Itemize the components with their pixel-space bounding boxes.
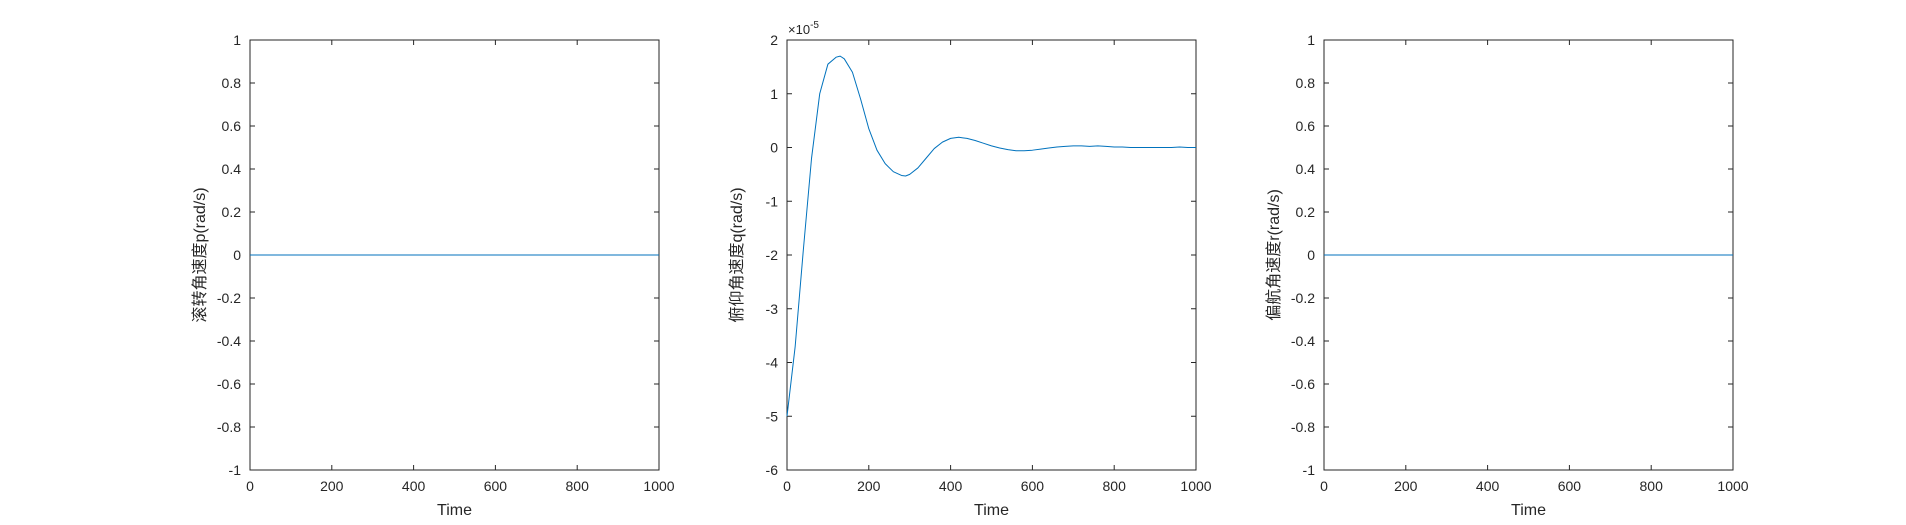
y-tick-label: 0.8 (222, 75, 242, 91)
y-tick-label: -0.8 (217, 419, 241, 435)
x-tick-label: 200 (320, 478, 344, 494)
y-tick-label: -0.4 (217, 333, 241, 349)
x-tick-label: 800 (566, 478, 590, 494)
y-tick-label: -6 (766, 462, 779, 478)
y-axis-label: 俯仰角速度q(rad/s) (728, 187, 746, 322)
y-tick-label: 0 (233, 247, 241, 263)
y-tick-label: -0.6 (1291, 376, 1315, 392)
x-tick-label: 0 (783, 478, 791, 494)
x-tick-label: 400 (939, 478, 963, 494)
subplot-1: 0 200 400 600 800 1000 -1 -0.8 -0.6 -0.4 -0.2 0 0.2 0… (191, 32, 675, 519)
y-tick-label: 0.6 (1296, 118, 1316, 134)
y-tick-label: -0.2 (1291, 290, 1315, 306)
y-tick-label: -0.4 (1291, 333, 1315, 349)
x-tick-label: 1000 (1717, 478, 1748, 494)
x-tick-label: 200 (1394, 478, 1418, 494)
x-tick-label: 0 (246, 478, 254, 494)
y-tick-label: 0.6 (222, 118, 242, 134)
plot-frame (786, 39, 1197, 471)
y-tick-label: 1 (233, 32, 241, 48)
x-tick-label: 400 (1476, 478, 1500, 494)
y-tick-label: -2 (766, 247, 779, 263)
x-axis-label: Time (974, 502, 1009, 519)
y-tick-label: 0.4 (1296, 161, 1316, 177)
y-tick-label: -1 (229, 462, 242, 478)
y-tick-label: 0.4 (222, 161, 242, 177)
x-tick-label: 600 (484, 478, 508, 494)
y-tick-label: -5 (766, 408, 779, 424)
x-tick-label: 600 (1558, 478, 1582, 494)
y-tick-label: 0.2 (222, 204, 242, 220)
y-tick-label: -3 (766, 301, 779, 317)
y-tick-label: -1 (766, 193, 779, 209)
x-tick-label: 800 (1103, 478, 1127, 494)
x-tick-label: 200 (857, 478, 881, 494)
y-tick-label: 0 (1307, 247, 1315, 263)
y-tick-label: -1 (1303, 462, 1316, 478)
y-tick-label: 0 (770, 140, 778, 156)
x-tick-label: 0 (1320, 478, 1328, 494)
x-tick-label: 800 (1640, 478, 1664, 494)
y-tick-label: 1 (770, 86, 778, 102)
series-line (786, 55, 1196, 417)
subplot-3: 0 200 400 600 800 1000 -1 -0.8 -0.6 -0.4 -0.2 0 0.2 0… (1265, 32, 1749, 519)
y-axis-label: 滚转角速度p(rad/s) (191, 187, 209, 322)
x-tick-label: 400 (402, 478, 426, 494)
exponent-label: ×10-5 (788, 20, 819, 37)
x-axis-label: Time (1511, 502, 1546, 519)
y-tick-label: -0.2 (217, 290, 241, 306)
y-tick-label: 0.2 (1296, 204, 1316, 220)
exponent-base: ×10 (788, 22, 810, 37)
x-tick-label: 600 (1021, 478, 1045, 494)
y-tick-label: -4 (766, 355, 779, 371)
exponent-power: -5 (810, 20, 819, 31)
x-axis-label: Time (437, 502, 472, 519)
y-tick-label: 2 (770, 32, 778, 48)
y-tick-label: 0.8 (1296, 75, 1316, 91)
y-tick-label: 1 (1307, 32, 1315, 48)
x-tick-label: 1000 (643, 478, 674, 494)
y-tick-label: -0.8 (1291, 419, 1315, 435)
y-axis-label: 偏航角速度r(rad/s) (1265, 189, 1283, 321)
x-tick-label: 1000 (1180, 478, 1211, 494)
y-tick-label: -0.6 (217, 376, 241, 392)
subplot-2: 0 200 400 600 800 1000-6-5-4-3-2-1012×10-5Tim… (728, 20, 1212, 519)
